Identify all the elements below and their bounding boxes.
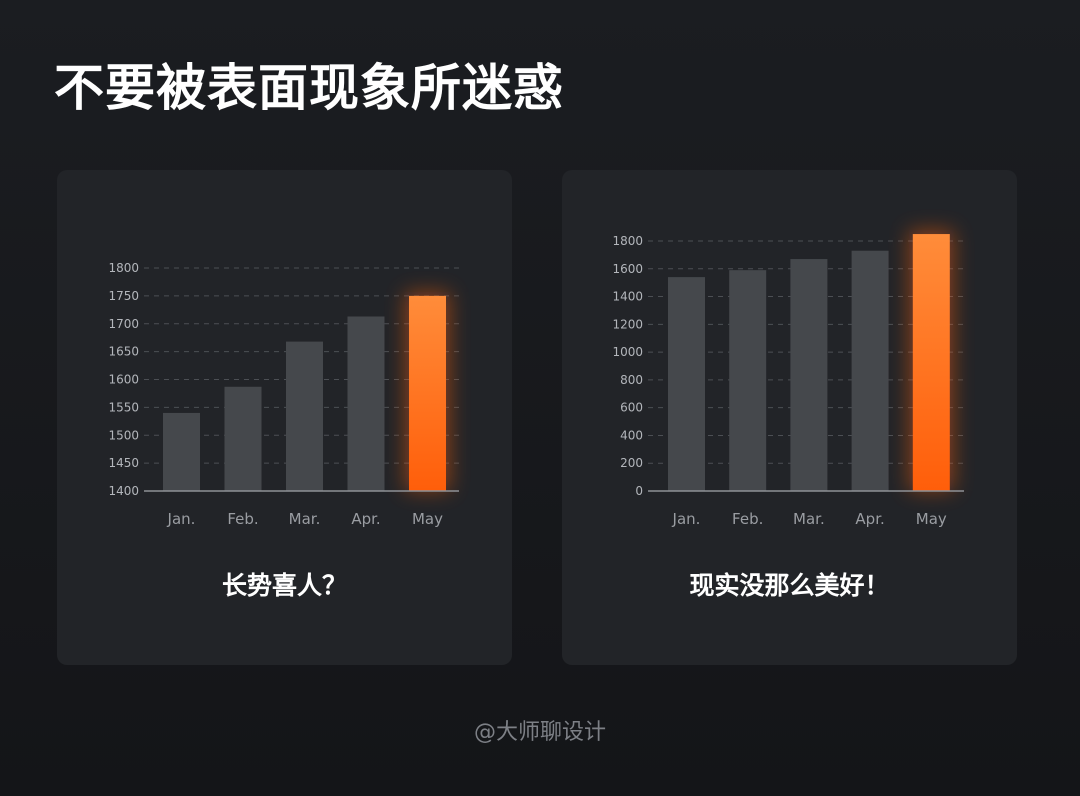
y-tick-label: 1000 — [612, 345, 643, 359]
page-title: 不要被表面现象所迷惑 — [54, 59, 564, 117]
y-tick-label: 1600 — [612, 262, 643, 276]
y-tick-label: 1800 — [612, 234, 643, 248]
x-tick-label: Mar. — [289, 510, 321, 528]
chart-caption-right: 现实没那么美好！ — [689, 571, 890, 600]
x-tick-label: Apr. — [855, 510, 884, 528]
bar — [668, 277, 705, 491]
chart-right: 0 200 400 600 800 1000 1200 1400 1600 1800 Jan. Feb… — [612, 230, 964, 528]
credit-watermark: @大师聊设计 — [473, 720, 606, 745]
x-tick-label: May — [916, 510, 947, 528]
bar-highlight — [409, 295, 446, 491]
y-tick-label: 1750 — [108, 289, 139, 303]
chart-left: 1400 1450 1500 1550 1600 1650 1700 1750 1800 Jan.… — [108, 261, 459, 528]
bar — [790, 259, 828, 491]
chart-card-left: 1400 1450 1500 1550 1600 1650 1700 1750 1800 Jan.… — [57, 170, 512, 665]
chart-caption-left: 长势喜人？ — [221, 571, 347, 600]
y-tick-label: 1450 — [108, 456, 139, 470]
y-tick-label: 1800 — [108, 261, 139, 275]
bar — [729, 270, 767, 491]
bar — [347, 316, 385, 491]
x-tick-label: Feb. — [732, 510, 763, 528]
y-tick-label: 200 — [620, 456, 643, 470]
x-tick-label: Jan. — [672, 510, 701, 528]
y-tick-label: 800 — [620, 373, 643, 387]
y-tick-label: 1600 — [108, 373, 139, 387]
bar — [224, 386, 262, 491]
y-tick-label: 1550 — [108, 400, 139, 414]
bar — [163, 412, 200, 491]
chart-card-right: 0 200 400 600 800 1000 1200 1400 1600 1800 Jan. Feb… — [562, 170, 1017, 665]
y-tick-label: 0 — [635, 484, 643, 498]
x-tick-label: May — [412, 510, 443, 528]
y-tick-label: 1400 — [612, 290, 643, 304]
bar — [286, 341, 323, 491]
x-tick-label: Feb. — [227, 510, 258, 528]
x-tick-label: Mar. — [793, 510, 825, 528]
y-tick-label: 1700 — [108, 317, 139, 331]
x-tick-label: Jan. — [167, 510, 196, 528]
y-tick-label: 1200 — [612, 317, 643, 331]
y-tick-label: 1500 — [108, 428, 139, 442]
y-tick-label: 600 — [620, 401, 643, 415]
y-tick-label: 400 — [620, 428, 643, 442]
bar-highlight — [912, 234, 950, 492]
y-tick-label: 1650 — [108, 345, 139, 359]
x-tick-label: Apr. — [351, 510, 380, 528]
bar — [851, 250, 889, 491]
y-tick-label: 1400 — [108, 484, 139, 498]
